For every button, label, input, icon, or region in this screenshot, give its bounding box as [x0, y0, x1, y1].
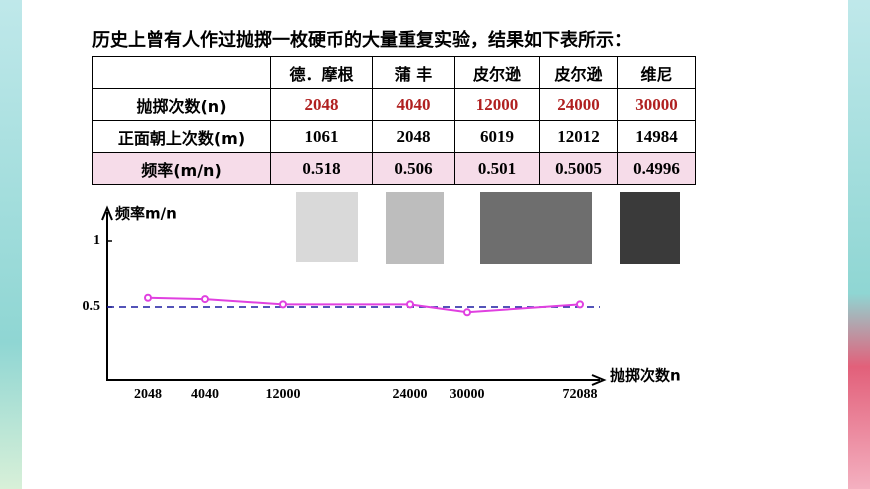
- point: [201, 295, 209, 304]
- row: 正面朝上次数(m) 1061 2048 6019 12012 14984: [92, 120, 696, 153]
- cell: 0.518: [270, 152, 373, 185]
- x-tick-label: 24000: [393, 387, 428, 402]
- point: [279, 300, 287, 309]
- x-tick-label: 12000: [266, 387, 301, 402]
- row-label: 频率(m/n): [92, 152, 271, 185]
- header-row: 德．摩根蒲 丰皮尔逊 皮尔逊 维尼: [92, 56, 696, 89]
- point: [463, 308, 471, 317]
- header-cell: 维尼: [617, 56, 696, 89]
- x-axis-label: 抛掷次数n: [610, 367, 681, 385]
- cell: 0.506: [372, 152, 455, 185]
- x-arrow: [591, 374, 607, 386]
- cell: 6019: [454, 120, 540, 153]
- row-label: 抛掷次数(n): [92, 88, 271, 121]
- decor-left: [0, 0, 22, 489]
- portrait: [296, 192, 358, 262]
- header-cell: 蒲 丰: [372, 56, 455, 89]
- cell: 0.4996: [617, 152, 696, 185]
- y-axis-label: 频率m/n: [115, 205, 177, 223]
- point: [576, 300, 584, 309]
- point: [144, 293, 152, 302]
- y-tick-label: 1: [93, 233, 100, 248]
- row-label: 正面朝上次数(m): [92, 120, 271, 153]
- point: [406, 300, 414, 309]
- cell: 14984: [617, 120, 696, 153]
- x-tick-label: 30000: [450, 387, 485, 402]
- cell: 12012: [539, 120, 618, 153]
- corner-cell: [92, 56, 271, 89]
- portrait: [480, 192, 592, 264]
- cell: 0.501: [454, 152, 540, 185]
- header-cell: 皮尔逊: [539, 56, 618, 89]
- cell: 1061: [270, 120, 373, 153]
- cell: 2048: [270, 88, 373, 121]
- decor-right: [848, 0, 870, 489]
- line: [147, 296, 581, 314]
- row: 抛掷次数(n) 2048 4040 12000 24000 30000: [92, 88, 696, 121]
- cell: 0.5005: [539, 152, 618, 185]
- y-tick-label: 0.5: [83, 299, 101, 314]
- title: 历史上曾有人作过抛掷一枚硬币的大量重复实验，结果如下表所示：: [92, 30, 632, 51]
- cell: 12000: [454, 88, 540, 121]
- portrait: [620, 192, 680, 264]
- x-tick-label: 72088: [563, 387, 598, 402]
- portraits: [296, 192, 680, 264]
- table: 德．摩根蒲 丰皮尔逊 皮尔逊 维尼 抛掷次数(n) 2048 4040 12000 24000…: [92, 56, 696, 185]
- portrait: [386, 192, 444, 264]
- x-tick-label: 4040: [191, 387, 219, 402]
- x-tick-label: 2048: [134, 387, 162, 402]
- y-arrow: [101, 205, 113, 221]
- row: 频率(m/n) 0.518 0.506 0.501 0.5005 0.4996: [92, 152, 696, 185]
